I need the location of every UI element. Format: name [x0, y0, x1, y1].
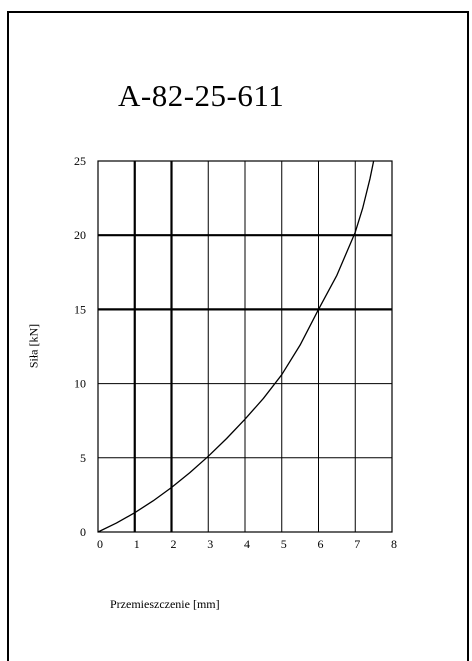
x-tick-label: 5 [281, 537, 287, 551]
page-frame [7, 11, 469, 661]
x-tick-label: 8 [391, 537, 397, 551]
x-tick-label: 2 [171, 537, 177, 551]
x-tick-label: 1 [134, 537, 140, 551]
y-tick-label: 0 [80, 525, 86, 539]
x-tick-label: 7 [354, 537, 360, 551]
chart-title: A-82-25-611 [118, 78, 285, 113]
y-tick-label: 5 [80, 451, 86, 465]
plot-frame [97, 160, 393, 533]
x-tick-label: 4 [244, 537, 250, 551]
y-tick-label: 15 [74, 302, 86, 316]
y-tick-label: 20 [74, 228, 86, 242]
x-axis-label: Przemieszczenie [mm] [110, 597, 220, 611]
series-line [97, 160, 375, 533]
x-tick-label: 3 [207, 537, 213, 551]
x-tick-label: 0 [97, 537, 103, 551]
y-tick-label: 10 [74, 377, 86, 391]
x-tick-label: 6 [318, 537, 324, 551]
y-tick-label: 25 [74, 154, 86, 168]
